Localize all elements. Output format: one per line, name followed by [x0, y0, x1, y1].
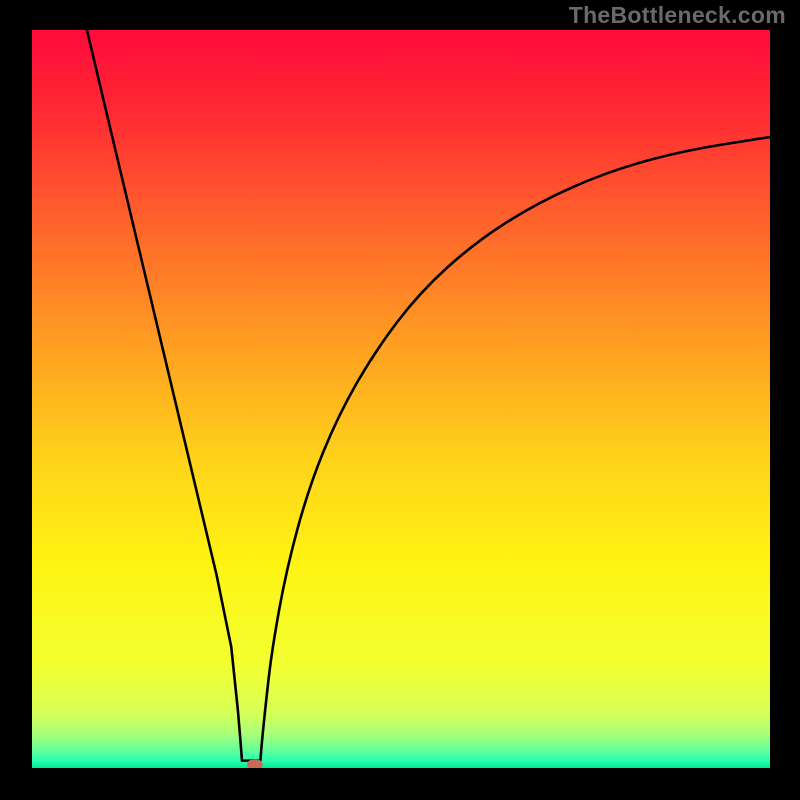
- chart-frame: TheBottleneck.com: [0, 0, 800, 800]
- plot-area: [32, 30, 770, 768]
- minimum-marker: [247, 760, 263, 768]
- gradient-background: [32, 30, 770, 768]
- chart-svg: [32, 30, 770, 768]
- watermark-text: TheBottleneck.com: [569, 2, 786, 29]
